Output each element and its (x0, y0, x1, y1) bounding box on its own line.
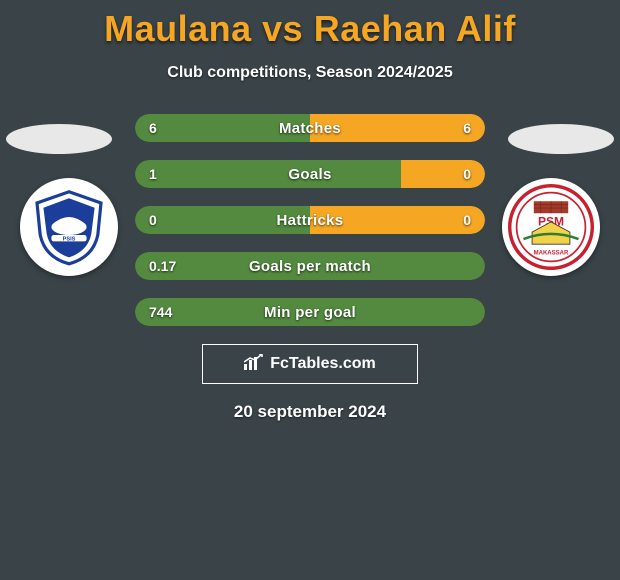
page-subtitle: Club competitions, Season 2024/2025 (0, 64, 620, 82)
bar-label: Matches (135, 114, 485, 142)
watermark: FcTables.com (202, 344, 418, 384)
team-crest-right: PSM MAKASSAR (502, 178, 600, 276)
player-shadow-right (508, 124, 614, 154)
psis-logo-icon: PSIS (29, 187, 109, 267)
bar-label: Goals (135, 160, 485, 188)
stat-bar: 00Hattricks (135, 206, 485, 234)
stat-bar: 66Matches (135, 114, 485, 142)
psm-logo-icon: PSM MAKASSAR (508, 184, 594, 270)
bar-label: Hattricks (135, 206, 485, 234)
player-shadow-left (6, 124, 112, 154)
page-title: Maulana vs Raehan Alif (0, 0, 620, 50)
svg-text:MAKASSAR: MAKASSAR (534, 251, 569, 257)
chart-icon (244, 354, 264, 375)
svg-text:PSIS: PSIS (63, 237, 76, 243)
bar-label: Min per goal (135, 298, 485, 326)
stat-bar: 0.17Goals per match (135, 252, 485, 280)
team-crest-left: PSIS (20, 178, 118, 276)
bar-label: Goals per match (135, 252, 485, 280)
snapshot-date: 20 september 2024 (0, 402, 620, 422)
stat-bar: 744Min per goal (135, 298, 485, 326)
stat-bar: 10Goals (135, 160, 485, 188)
watermark-text: FcTables.com (270, 355, 376, 373)
